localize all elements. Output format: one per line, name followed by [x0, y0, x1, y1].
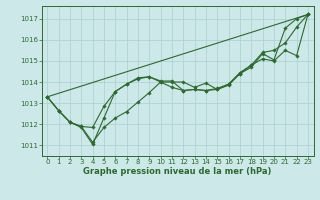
X-axis label: Graphe pression niveau de la mer (hPa): Graphe pression niveau de la mer (hPa): [84, 167, 272, 176]
